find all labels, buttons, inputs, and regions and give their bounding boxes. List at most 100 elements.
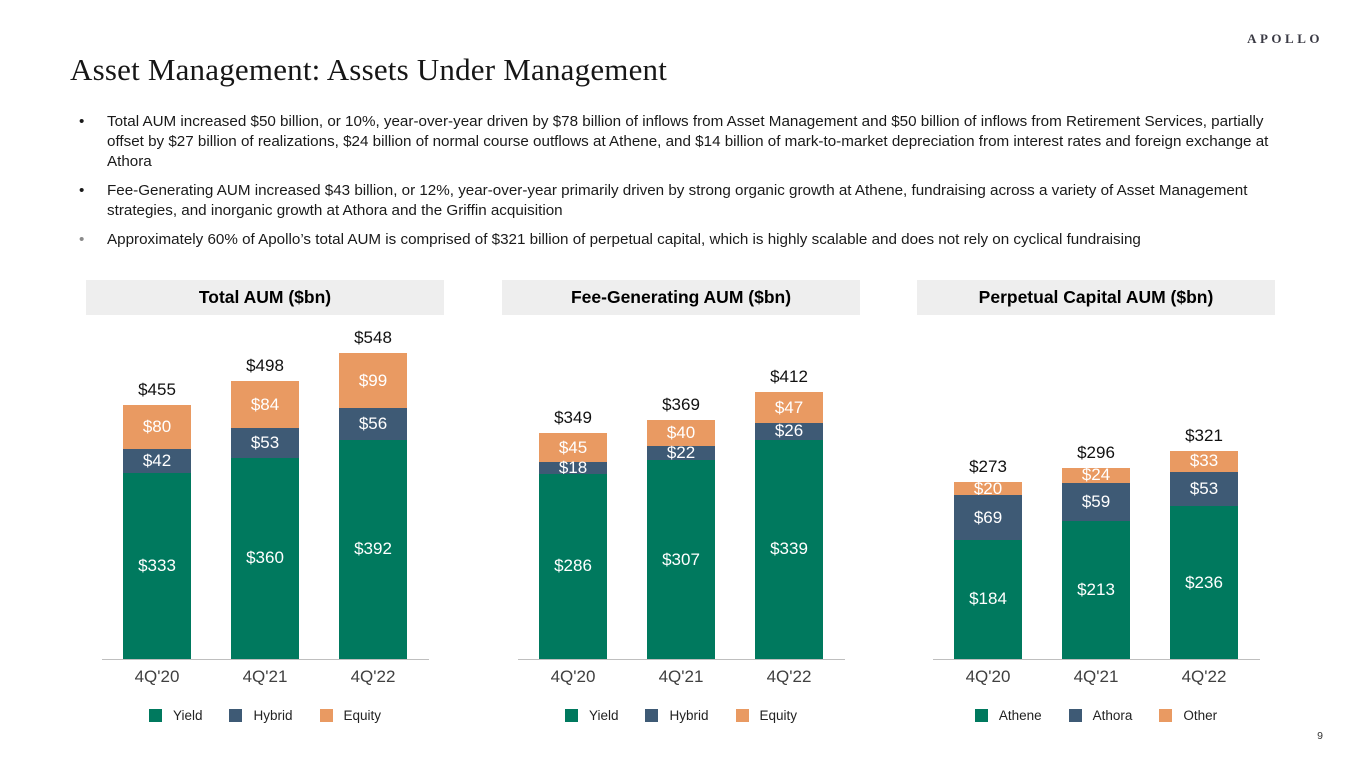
legend-label: Athene [998,708,1042,723]
legend: Yield Hybrid Equity [502,708,860,723]
chart-title: Total AUM ($bn) [86,280,444,315]
chart-title: Perpetual Capital AUM ($bn) [917,280,1275,315]
x-tick-label: 4Q'21 [1073,667,1119,686]
stacked-bar-4Q'20: $273 $20 $69 $184 [954,457,1022,659]
total-value-label: $321 [1185,425,1223,445]
segment-other: $20 [954,479,1022,498]
segment-athene: $236 [1170,506,1238,659]
segment-equity: $80 [123,404,191,450]
segment-equity: $40 [647,420,715,447]
x-tick-label: 4Q'20 [134,667,180,686]
segment-hybrid: $26 [755,421,823,440]
segment-athene: $213 [1062,521,1130,659]
legend-label: Athora [1092,708,1133,723]
total-value-label: $455 [138,379,176,399]
chart-total-aum: Total AUM ($bn) $455 $80 $42 $333 $498 $84 $53… [86,280,444,723]
total-value-label: $349 [554,408,592,428]
bars-container: $273 $20 $69 $184 $296 $24 $59 $213 $321 $33 $53 $2… [933,426,1260,659]
segment-yield: $333 [123,472,191,659]
segment-other: $24 [1062,465,1130,484]
legend-swatch-icon [564,709,578,722]
x-axis-ticks: 4Q'20 4Q'21 4Q'22 [933,667,1260,687]
x-tick-label: 4Q'22 [1181,667,1227,686]
page-number: 9 [1317,730,1323,742]
segment-equity: $84 [231,381,299,429]
segment-athora: $69 [954,495,1022,540]
x-tick-label: 4Q'20 [550,667,596,686]
stacked-bar-4Q'20: $455 $80 $42 $333 [123,380,191,659]
legend-swatch-icon [1068,709,1082,722]
legend-swatch-icon [735,709,749,722]
legend-label: Other [1183,708,1218,723]
segment-yield: $339 [755,439,823,659]
x-tick-label: 4Q'22 [350,667,396,686]
x-tick-label: 4Q'21 [242,667,288,686]
total-value-label: $412 [770,367,808,387]
stacked-bar-4Q'22: $321 $33 $53 $236 [1170,426,1238,659]
legend-item-yield: Yield [564,708,619,723]
legend-item-hybrid: Hybrid [645,708,709,723]
bullet-total-aum: Total AUM increased $50 billion, or 10%,… [70,112,1298,172]
legend-swatch-icon [974,709,988,722]
bars-container: $455 $80 $42 $333 $498 $84 $53 $360 $548 $99 $56 $3… [102,328,429,659]
plot-area: $455 $80 $42 $333 $498 $84 $53 $360 $548 $99 $56 $3… [101,328,429,660]
stacked-bar-4Q'21: $296 $24 $59 $213 [1062,443,1130,659]
legend-label: Yield [172,708,203,723]
segment-yield: $286 [539,473,607,659]
stacked-bar-4Q'20: $349 $45 $18 $286 [539,408,607,659]
segment-hybrid: $53 [231,428,299,458]
segment-other: $33 [1170,450,1238,473]
legend: Athene Athora Other [917,708,1275,723]
segment-athora: $53 [1170,472,1238,507]
legend: Yield Hybrid Equity [86,708,444,723]
stacked-bar-4Q'22: $548 $99 $56 $392 [339,328,407,659]
legend-swatch-icon [645,709,659,722]
stacked-bar-4Q'21: $498 $84 $53 $360 [231,356,299,659]
segment-yield: $360 [231,457,299,659]
segment-yield: $392 [339,439,407,659]
bullet-perpetual-capital: Approximately 60% of Apollo’s total AUM … [70,230,1298,250]
total-value-label: $273 [969,457,1007,477]
legend-item-equity: Equity [735,708,797,723]
x-tick-label: 4Q'21 [658,667,704,686]
charts-section: Total AUM ($bn) $455 $80 $42 $333 $498 $84 $53… [0,280,1365,730]
segment-athene: $184 [954,539,1022,659]
plot-area: $273 $20 $69 $184 $296 $24 $59 $213 $321 $33 $53 $2… [932,329,1260,660]
segment-hybrid: $42 [123,449,191,473]
stacked-bar-4Q'22: $412 $47 $26 $339 [755,367,823,659]
legend-label: Equity [343,708,382,723]
stacked-bar-4Q'21: $369 $40 $22 $307 [647,395,715,659]
chart-fee-generating-aum: Fee-Generating AUM ($bn) $349 $45 $18 $286 $… [502,280,860,723]
segment-hybrid: $18 [539,458,607,477]
segment-hybrid: $56 [339,408,407,440]
legend-item-yield: Yield [148,708,203,723]
total-value-label: $498 [246,356,284,376]
segment-equity: $45 [539,433,607,463]
total-value-label: $548 [354,328,392,348]
legend-item-athora: Athora [1068,708,1133,723]
legend-item-hybrid: Hybrid [229,708,293,723]
x-axis-ticks: 4Q'20 4Q'21 4Q'22 [102,667,429,687]
apollo-logo: APOLLO [1247,31,1323,46]
legend-item-athene: Athene [974,708,1042,723]
segment-yield: $307 [647,460,715,659]
segment-equity: $47 [755,392,823,423]
segment-athora: $59 [1062,483,1130,522]
x-axis-ticks: 4Q'20 4Q'21 4Q'22 [518,667,845,687]
legend-item-equity: Equity [319,708,382,723]
legend-swatch-icon [229,709,243,722]
x-tick-label: 4Q'22 [766,667,812,686]
total-value-label: $369 [662,395,700,415]
legend-swatch-icon [1159,709,1173,722]
plot-area: $349 $45 $18 $286 $369 $40 $22 $307 $412 $47 $26 $3… [517,329,845,660]
segment-hybrid: $22 [647,443,715,462]
legend-label: Hybrid [669,708,709,723]
legend-swatch-icon [319,709,333,722]
bullet-fee-generating-aum: Fee-Generating AUM increased $43 billion… [70,181,1298,221]
chart-title: Fee-Generating AUM ($bn) [502,280,860,315]
bars-container: $349 $45 $18 $286 $369 $40 $22 $307 $412 $47 $26 $3… [518,367,845,659]
legend-swatch-icon [148,709,162,722]
legend-label: Yield [588,708,619,723]
legend-item-other: Other [1159,708,1217,723]
